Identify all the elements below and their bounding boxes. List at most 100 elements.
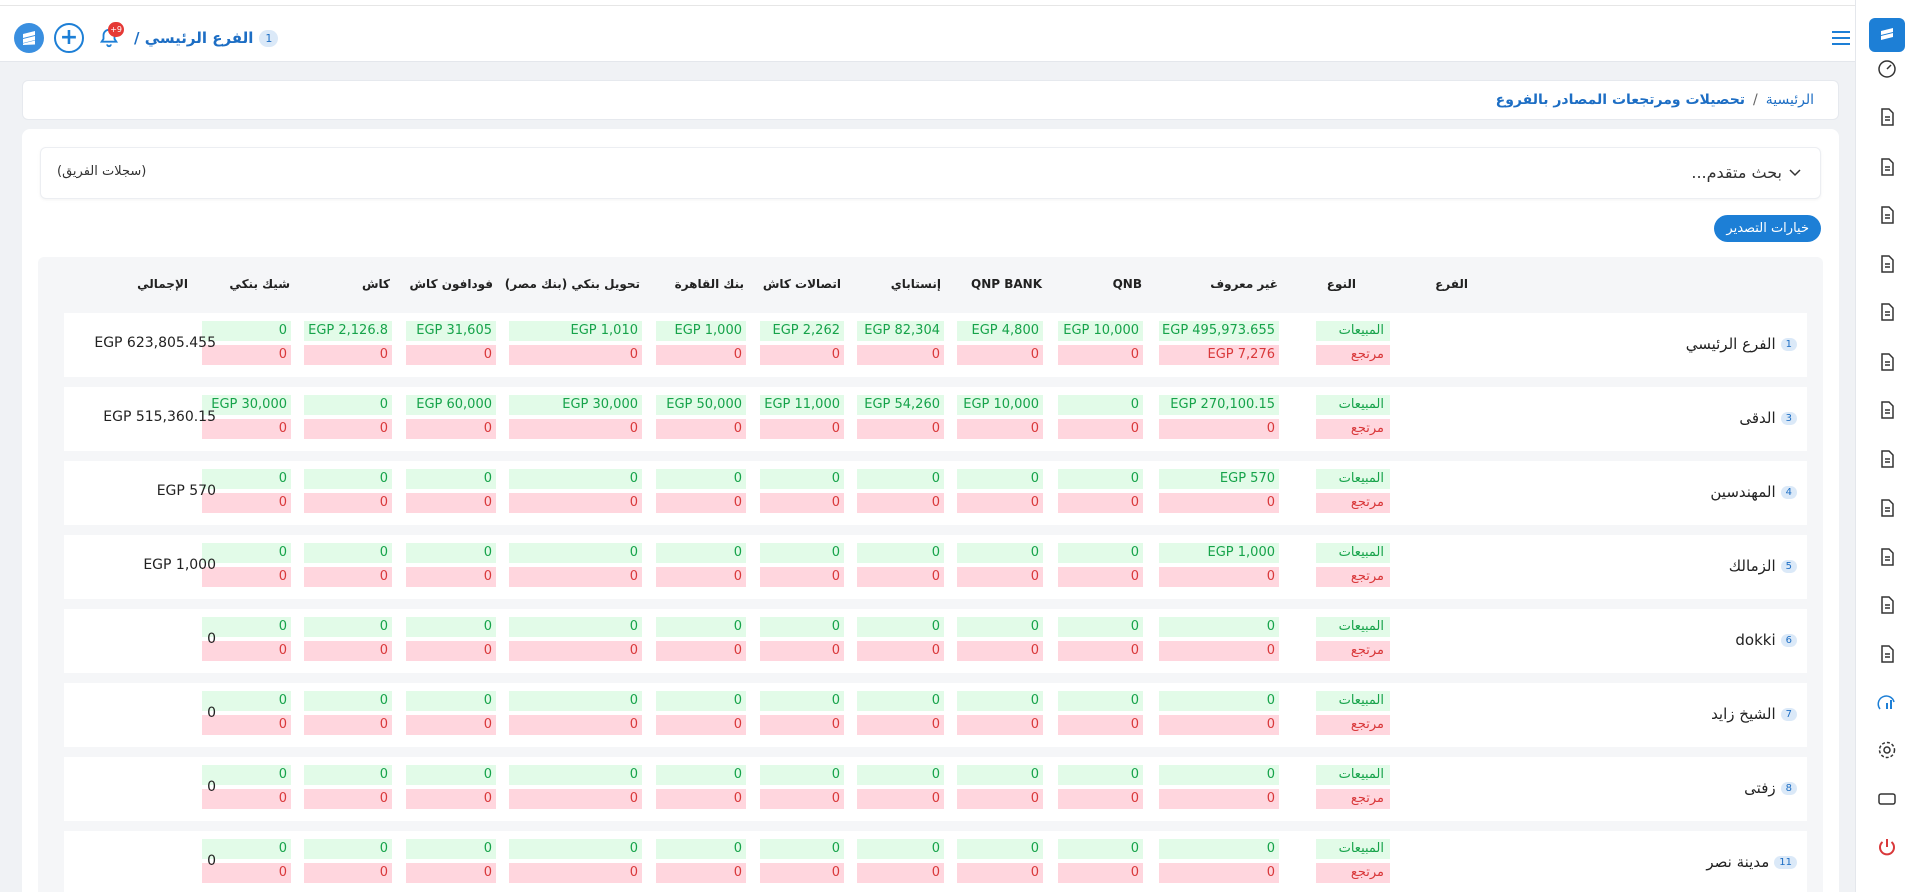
returns-value-cell: 0	[1058, 641, 1143, 661]
breadcrumb-separator: /	[1753, 92, 1758, 108]
sidebar	[1855, 0, 1919, 892]
returns-value-cell: 0	[1159, 493, 1279, 513]
sales-value-cell: 0	[760, 839, 844, 859]
breadcrumb-home[interactable]: الرئيسية	[1765, 92, 1814, 108]
column-header: كاش	[361, 277, 390, 291]
returns-value-cell: 0	[1058, 567, 1143, 587]
branch-number-badge: 11	[1774, 855, 1797, 869]
returns-value-cell: 0	[202, 567, 291, 587]
type-sales-label: المبيعات	[1316, 543, 1390, 563]
type-sales-label: المبيعات	[1316, 469, 1390, 489]
document-icon[interactable]	[1875, 203, 1899, 227]
table-row: 5 الزمالك المبيعات مرتجع EGP 1,000 0 0 0 0 0 0 0 0 0 0…	[64, 535, 1807, 599]
advanced-search[interactable]: بحث متقدم... (سجلات الفريق)	[40, 147, 1821, 199]
returns-value-cell: 0	[760, 641, 844, 661]
power-icon[interactable]	[1875, 835, 1899, 859]
sales-value-cell: 0	[857, 839, 944, 859]
sales-value-cell: EGP 10,000	[957, 395, 1043, 415]
returns-value-cell: 0	[1058, 789, 1143, 809]
monitor-icon[interactable]	[1875, 447, 1899, 471]
branch-cell: 8 زفتى	[1744, 779, 1797, 797]
returns-value-cell: 0	[304, 863, 392, 883]
branch-number-badge: 8	[1780, 781, 1797, 795]
returns-value-cell: 0	[957, 419, 1043, 439]
sales-value-cell: 0	[857, 543, 944, 563]
tablet-icon[interactable]	[1875, 787, 1899, 811]
branch-cell: 7 الشيخ زايد	[1711, 705, 1797, 723]
returns-value-cell: 0	[957, 493, 1043, 513]
returns-value-cell: 0	[406, 567, 496, 587]
row-total: EGP 515,360.15	[103, 409, 216, 425]
column-header: الإجمالي	[137, 277, 188, 291]
table-row: 3 الدقى المبيعات مرتجع EGP 270,100.15 0 0 0 EGP …	[64, 387, 1807, 451]
returns-value-cell: 0	[857, 493, 944, 513]
returns-value-cell: 0	[857, 789, 944, 809]
sales-value-cell: 0	[656, 543, 746, 563]
export-options-button[interactable]: خيارات التصدير	[1714, 215, 1821, 242]
returns-value-cell: 0	[1159, 419, 1279, 439]
sales-value-cell: 0	[509, 469, 642, 489]
table-row: 4 المهندسين المبيعات مرتجع EGP 570 0 0 0 0 0 0 0 0 0 0…	[64, 461, 1807, 525]
returns-value-cell: 0	[857, 641, 944, 661]
file-add-icon[interactable]	[1875, 496, 1899, 520]
type-sales-label: المبيعات	[1316, 617, 1390, 637]
returns-value-cell: 0	[656, 567, 746, 587]
gear-icon[interactable]	[1875, 738, 1899, 762]
main-panel: بحث متقدم... (سجلات الفريق) خيارات التصد…	[22, 129, 1839, 892]
sidebar-logo-icon[interactable]	[1869, 18, 1905, 52]
sales-value-cell: 0	[304, 395, 392, 415]
returns-value-cell: 0	[656, 789, 746, 809]
notifications-button[interactable]: +9	[94, 22, 124, 53]
returns-value-cell: 0	[304, 715, 392, 735]
sales-value-cell: EGP 50,000	[656, 395, 746, 415]
branch-cell: 5 الزمالك	[1729, 557, 1797, 575]
type-returns-label: مرتجع	[1316, 715, 1390, 735]
sales-value-cell: 0	[760, 469, 844, 489]
menu-icon[interactable]	[1832, 30, 1852, 46]
returns-value-cell: 0	[957, 789, 1043, 809]
cash-icon[interactable]	[1875, 593, 1899, 617]
column-header: QNP BANK	[971, 277, 1042, 291]
sales-value-cell: 0	[656, 617, 746, 637]
sales-value-cell: 0	[957, 691, 1043, 711]
sales-value-cell: EGP 570	[1159, 469, 1279, 489]
truck-icon[interactable]	[1875, 105, 1899, 129]
sales-value-cell: 0	[406, 839, 496, 859]
sales-value-cell: 0	[304, 469, 392, 489]
returns-value-cell: 0	[1058, 715, 1143, 735]
sales-value-cell: 0	[857, 691, 944, 711]
sales-value-cell: 0	[1058, 395, 1143, 415]
sales-value-cell: 0	[1159, 691, 1279, 711]
sales-value-cell: 0	[760, 691, 844, 711]
column-header: اتصالات كاش	[762, 277, 841, 291]
file-plus-icon[interactable]	[1875, 545, 1899, 569]
advanced-search-toggle[interactable]: بحث متقدم...	[1691, 163, 1802, 182]
speedometer-icon[interactable]	[1875, 57, 1899, 81]
file-check-icon[interactable]	[1875, 398, 1899, 422]
sales-value-cell: 0	[760, 765, 844, 785]
returns-value-cell: 0	[656, 641, 746, 661]
returns-value-cell: 0	[202, 863, 291, 883]
branch-selector[interactable]: 1 الفرع الرئيسي /	[134, 29, 279, 47]
returns-value-cell: 0	[760, 493, 844, 513]
add-icon[interactable]: +	[54, 23, 84, 53]
sales-value-cell: 0	[304, 765, 392, 785]
breadcrumb-trail: الرئيسية / تحصيلات ومرتجعات المصادر بالفرو…	[1496, 92, 1814, 108]
app-logo-icon[interactable]	[14, 23, 44, 53]
branch-name: الشيخ زايد	[1711, 705, 1776, 723]
file-chart-icon[interactable]	[1875, 350, 1899, 374]
sales-value-cell: 0	[656, 765, 746, 785]
collections-table: الفرع النوع غير معروف QNB QNP BANK إنستاباي ات…	[38, 257, 1823, 892]
returns-value-cell: 0	[857, 345, 944, 365]
returns-value-cell: 0	[857, 715, 944, 735]
returns-value-cell: 0	[304, 567, 392, 587]
store-icon[interactable]	[1875, 155, 1899, 179]
file-list-icon[interactable]	[1875, 300, 1899, 324]
sales-value-cell: EGP 1,010	[509, 321, 642, 341]
file-user-icon[interactable]	[1875, 642, 1899, 666]
chart-icon[interactable]	[1875, 690, 1899, 714]
sales-value-cell: EGP 31,605	[406, 321, 496, 341]
returns-value-cell: 0	[957, 863, 1043, 883]
document-edit-icon[interactable]	[1875, 252, 1899, 276]
branch-name: الفرع الرئيسي	[1685, 335, 1776, 353]
